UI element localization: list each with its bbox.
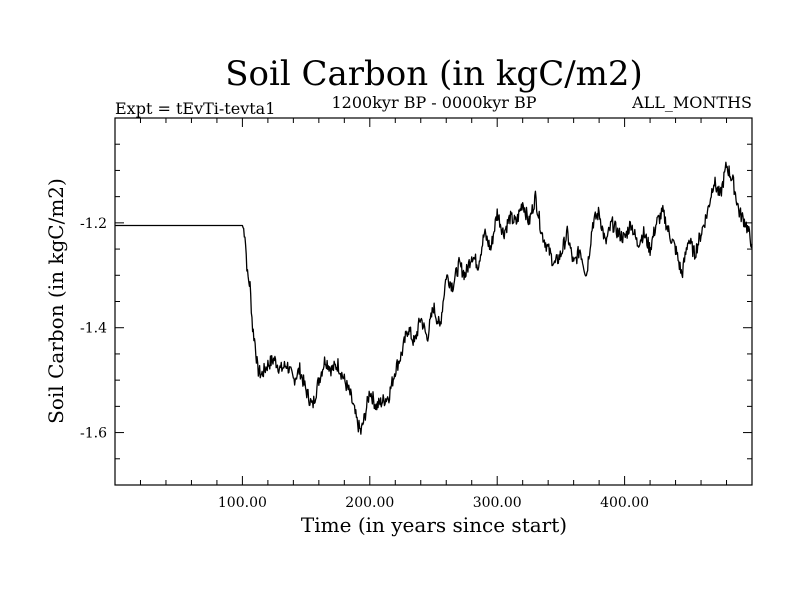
- right-subtitle: ALL_MONTHS: [631, 93, 752, 112]
- x-tick-label: 100.00: [218, 495, 267, 511]
- left-subtitle: Expt = tEvTi-tevta1: [115, 99, 275, 118]
- x-tick-label: 200.00: [345, 495, 394, 511]
- x-axis-label: Time (in years since start): [301, 513, 567, 537]
- soil-carbon-series-line: [114, 161, 753, 435]
- x-tick-label: 400.00: [600, 495, 649, 511]
- x-tick-label: 300.00: [473, 495, 522, 511]
- y-tick-label: -1.6: [80, 426, 107, 442]
- chart-title: Soil Carbon (in kgC/m2): [225, 54, 643, 94]
- y-tick-label: -1.4: [80, 321, 107, 337]
- y-tick-label: -1.2: [80, 216, 107, 232]
- center-subtitle: 1200kyr BP - 0000kyr BP: [332, 93, 537, 112]
- plot-frame: [114, 117, 753, 486]
- y-axis-label: Soil Carbon (in kgC/m2): [44, 178, 68, 424]
- series-layer: [114, 161, 753, 435]
- y-axis: -1.2 -1.4 -1.6: [80, 143, 752, 460]
- x-axis: 100.00 200.00 300.00 400.00: [139, 118, 728, 511]
